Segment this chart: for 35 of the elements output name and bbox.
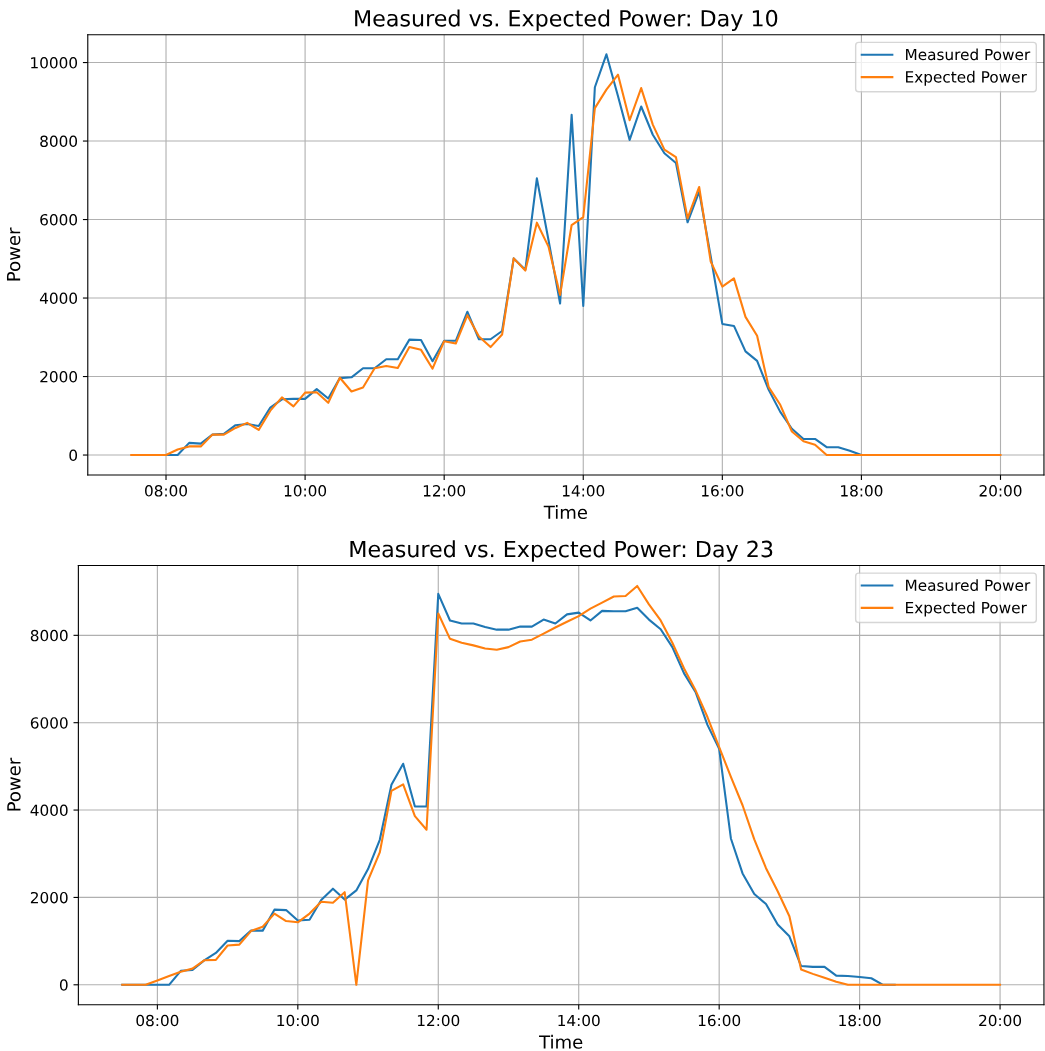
x-tick-label: 18:00 [839, 1014, 881, 1027]
y-tick-label: 8000 [40, 135, 78, 148]
x-axis-title: Time [543, 505, 587, 520]
x-tick-label: 10:00 [277, 1014, 319, 1027]
chart-title: Measured vs. Expected Power: Day 23 [350, 540, 773, 562]
y-tick-label: 4000 [39, 292, 78, 305]
y-tick-label: 6000 [40, 214, 78, 226]
x-tick-label: 16:00 [702, 485, 744, 497]
legend-label: Expected Power [906, 601, 1027, 617]
y-tick-label: 6000 [30, 717, 68, 729]
y-tick-label: 0 [59, 979, 68, 991]
y-tick-label: 2000 [40, 371, 78, 383]
x-tick-label: 20:00 [979, 1014, 1022, 1027]
legend-label: Expected Power [906, 70, 1027, 86]
y-tick-label: 0 [69, 449, 78, 462]
x-tick-label: 14:00 [558, 1014, 600, 1027]
x-tick-label: 10:00 [284, 485, 327, 497]
x-tick-label: 16:00 [698, 1014, 741, 1027]
x-axis-title: Time [539, 1034, 583, 1049]
y-axis-title: Power [7, 757, 21, 811]
chart-title: Measured vs. Expected Power: Day 10 [355, 9, 778, 31]
x-tick-label: 12:00 [423, 485, 466, 497]
y-tick-label: 8000 [30, 629, 68, 642]
legend-label: Measured Power [906, 48, 1031, 61]
x-tick-label: 14:00 [562, 485, 605, 497]
x-tick-label: 08:00 [136, 1014, 179, 1027]
legend-label: Measured Power [906, 579, 1031, 592]
x-tick-label: 08:00 [145, 485, 188, 497]
y-tick-label: 4000 [30, 804, 68, 817]
x-tick-label: 18:00 [841, 485, 883, 497]
y-tick-label: 10000 [31, 57, 78, 69]
x-tick-label: 20:00 [979, 485, 1022, 497]
x-tick-label: 12:00 [417, 1014, 460, 1027]
y-tick-label: 2000 [30, 891, 68, 904]
y-axis-title: Power [6, 227, 21, 281]
